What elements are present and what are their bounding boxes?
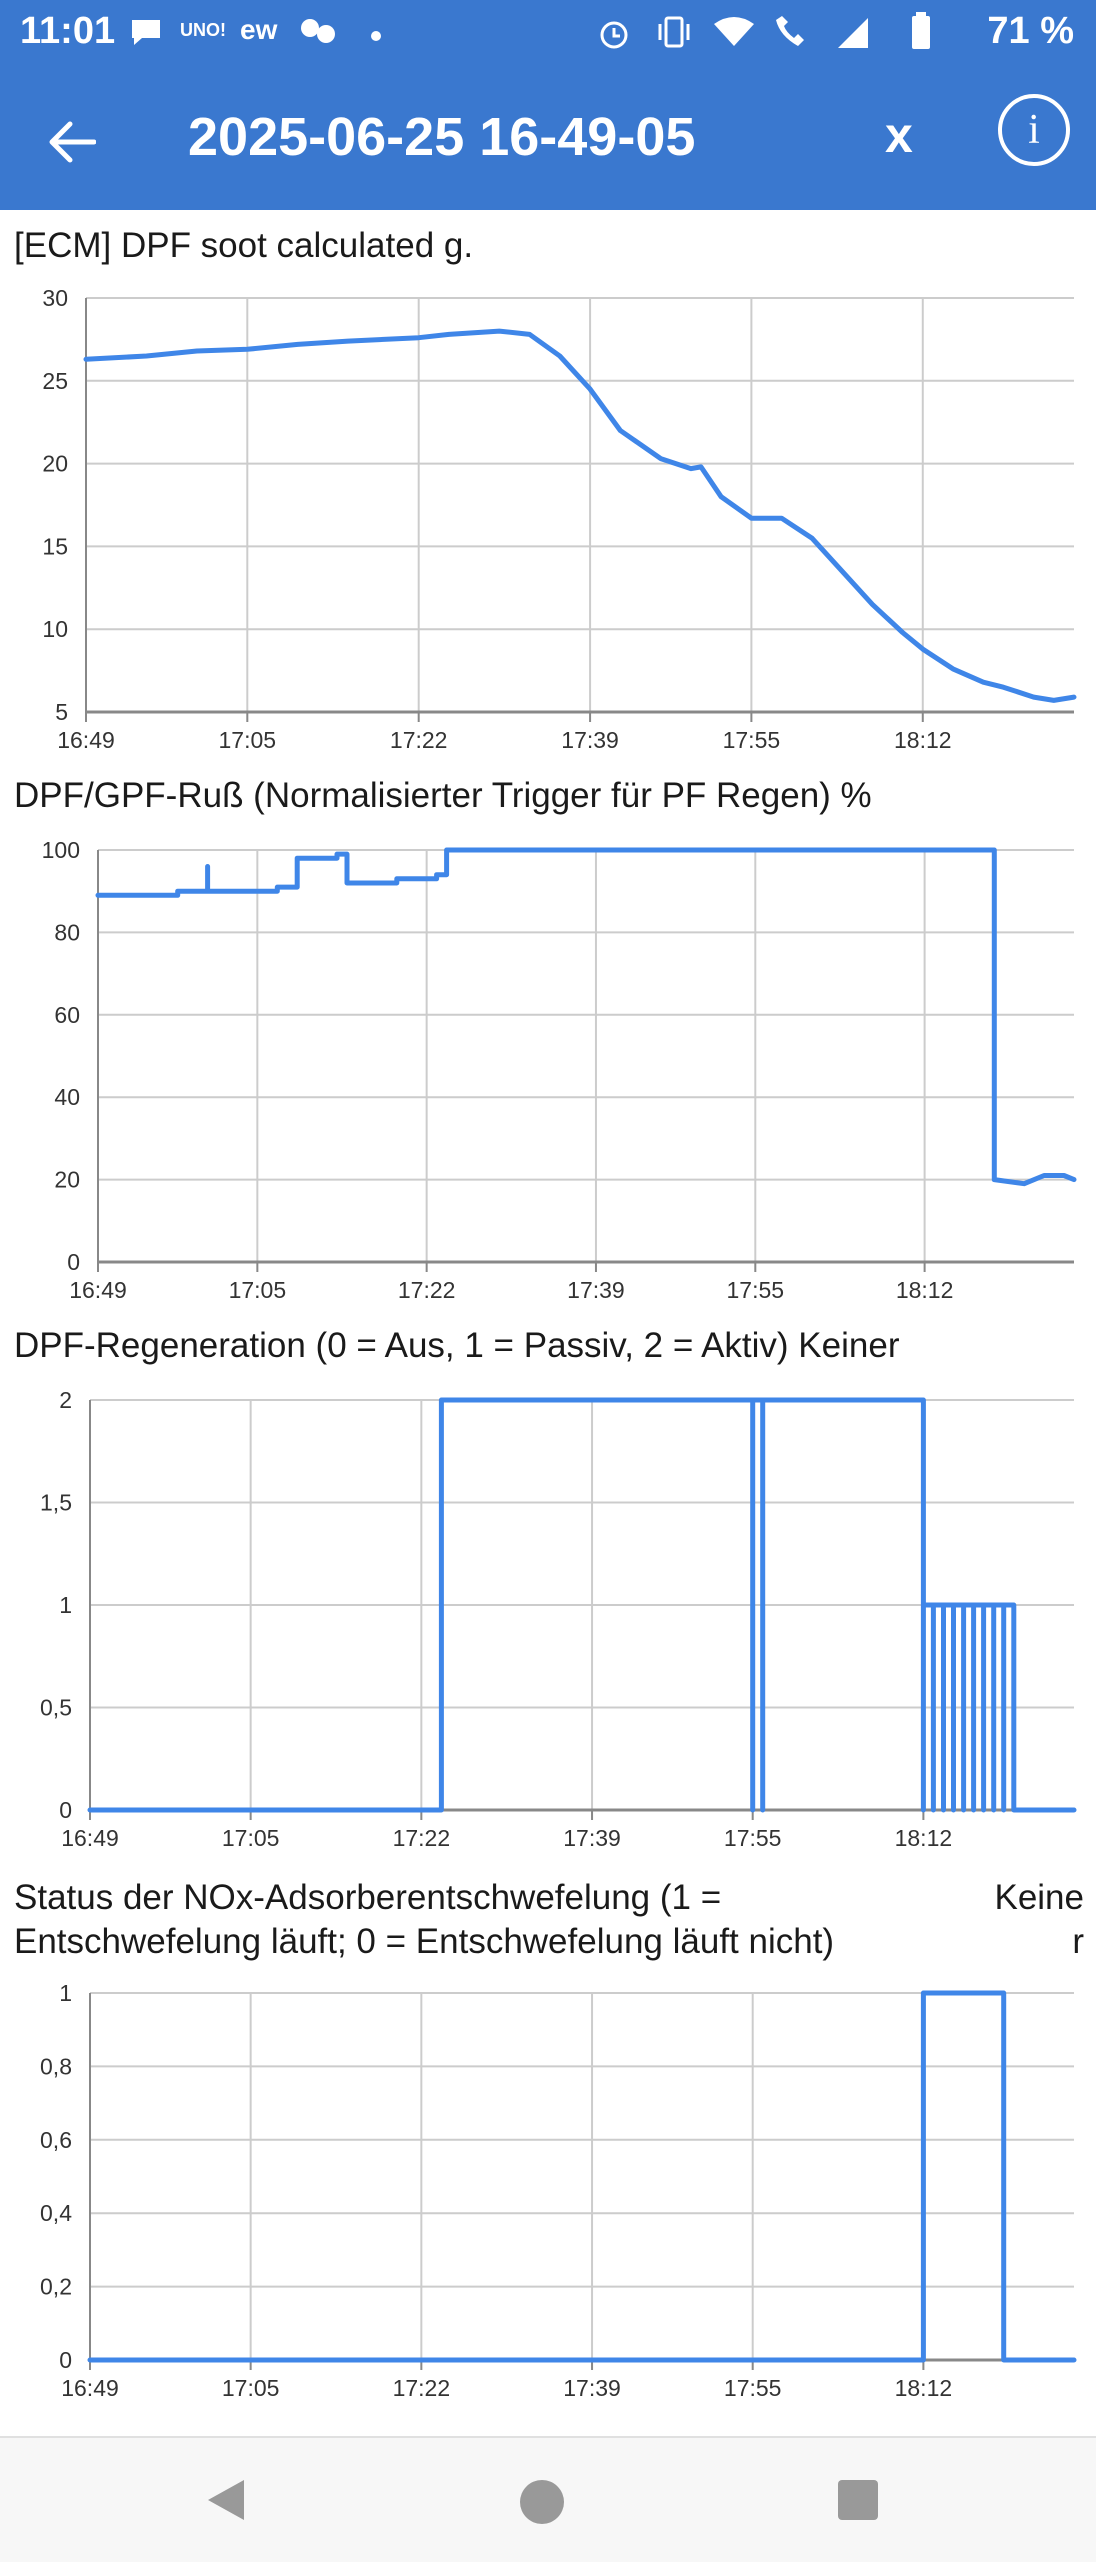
chart-4-ytick: 1: [59, 1980, 72, 2006]
chart-2-ytick: 100: [42, 837, 80, 863]
chart-3-ytick: 0,5: [40, 1695, 72, 1721]
chart-2-xtick: 16:49: [69, 1277, 127, 1303]
uno-icon: UNO!: [180, 20, 226, 40]
chart-4-xtick: 17:22: [393, 2375, 451, 2401]
page-title: 2025-06-25 16-49-05: [188, 107, 696, 167]
chart-2-ytick: 0: [67, 1249, 80, 1275]
chart-3-xtick: 16:49: [61, 1825, 119, 1851]
home-circle-icon: [520, 2480, 564, 2524]
chart-3-ytick: 2: [59, 1387, 72, 1413]
chart-1-xtick: 18:12: [894, 727, 952, 753]
chart-4-title-line-1: Status der NOx-Adsorberentschwefelung (1…: [14, 1878, 722, 1917]
nav-back-button[interactable]: [204, 2478, 248, 2527]
meeting-icon: [298, 16, 338, 55]
chart-3-ytick: 1: [59, 1592, 72, 1618]
chart-4-xtick: 18:12: [895, 2375, 953, 2401]
chart-4-xtick: 17:55: [724, 2375, 782, 2401]
system-nav-bar: [0, 2436, 1096, 2562]
wifi-icon: [712, 16, 756, 55]
chart-1-ytick: 10: [42, 616, 68, 642]
chart-3-title: DPF-Regeneration (0 = Aus, 1 = Passiv, 2…: [14, 1326, 900, 1365]
chart-4-title-line-2: Entschwefelung läuft; 0 = Entschwefelung…: [14, 1922, 835, 1961]
wifi-calling-icon: [770, 16, 814, 57]
chart-1-ytick: 20: [42, 451, 68, 477]
chart-4-ytick: 0,2: [40, 2274, 72, 2300]
alarm-icon: [596, 16, 632, 57]
chart-2-ytick: 60: [54, 1002, 80, 1028]
app-bar: 2025-06-25 16-49-05 x i: [0, 62, 1096, 210]
chart-2-xtick: 17:55: [727, 1277, 785, 1303]
chart-1-ytick: 5: [55, 699, 68, 725]
chart-3-ytick: 0: [59, 1797, 72, 1823]
chart-1-title: [ECM] DPF soot calculated g.: [14, 226, 474, 265]
battery-percent: 71 %: [987, 10, 1074, 52]
chart-4-unit-line-2: r: [1072, 1922, 1084, 1961]
nav-home-button[interactable]: [518, 2478, 566, 2531]
chart-4-ytick: 0: [59, 2347, 72, 2373]
chart-4-ytick: 0,8: [40, 2053, 72, 2079]
signal-icon: [836, 16, 876, 57]
chart-1-xtick: 17:55: [723, 727, 781, 753]
chart-1-xtick: 16:49: [57, 727, 115, 753]
chart-1-xtick: 17:05: [219, 727, 277, 753]
chart-4-ytick: 0,4: [40, 2200, 72, 2226]
info-button[interactable]: i: [998, 94, 1070, 166]
arrow-left-icon: [49, 121, 96, 163]
chart-2-ytick: 20: [54, 1167, 80, 1193]
chart-4-unit-line-1: Keine: [994, 1878, 1084, 1917]
chart-2-ytick: 40: [54, 1084, 80, 1110]
status-bar: 11:01 UNO! ew 71 %: [0, 0, 1096, 62]
chart-4-ytick: 0,6: [40, 2127, 72, 2153]
chart-2-title: DPF/GPF-Ruß (Normalisierter Trigger für …: [14, 776, 872, 815]
recents-square-icon: [838, 2480, 878, 2520]
status-time: 11:01: [20, 10, 116, 52]
vibrate-icon: [654, 16, 694, 55]
chart-4-xtick: 16:49: [61, 2375, 119, 2401]
chart-3-xtick: 17:05: [222, 1825, 280, 1851]
chart-3-xtick: 17:22: [393, 1825, 451, 1851]
back-triangle-icon: [208, 2480, 244, 2520]
chart-2-ytick: 80: [54, 919, 80, 945]
chart-4-xtick: 17:05: [222, 2375, 280, 2401]
chart-2-xtick: 18:12: [896, 1277, 954, 1303]
chart-2-xtick: 17:22: [398, 1277, 456, 1303]
chat-bubble-icon: [128, 16, 164, 55]
chart-1-xtick: 17:22: [390, 727, 448, 753]
chart-1-series-line: [83, 328, 1077, 703]
close-button[interactable]: x: [885, 107, 913, 163]
chart-2-xtick: 17:05: [229, 1277, 287, 1303]
chart-1-xtick: 17:39: [561, 727, 619, 753]
chart-1-ytick: 30: [42, 285, 68, 311]
battery-icon: [910, 12, 932, 57]
chart-3-xtick: 18:12: [895, 1825, 953, 1851]
chart-1-ytick: 25: [42, 368, 68, 394]
chart-2-series-line: [95, 847, 1077, 1187]
ew-icon: ew: [240, 14, 278, 45]
chart-3-xtick: 17:55: [724, 1825, 782, 1851]
dot-icon: [370, 18, 382, 49]
chart-4-xtick: 17:39: [563, 2375, 621, 2401]
chart-3-xtick: 17:39: [563, 1825, 621, 1851]
nav-recents-button[interactable]: [836, 2478, 880, 2527]
chart-4-series-line: [87, 1990, 1077, 2363]
back-button[interactable]: [32, 102, 112, 182]
chart-3-series-line: [87, 1397, 1077, 1813]
info-icon: i: [1028, 107, 1040, 153]
chart-3-ytick: 1,5: [40, 1490, 72, 1516]
chart-1-ytick: 15: [42, 533, 68, 559]
chart-2-xtick: 17:39: [567, 1277, 625, 1303]
